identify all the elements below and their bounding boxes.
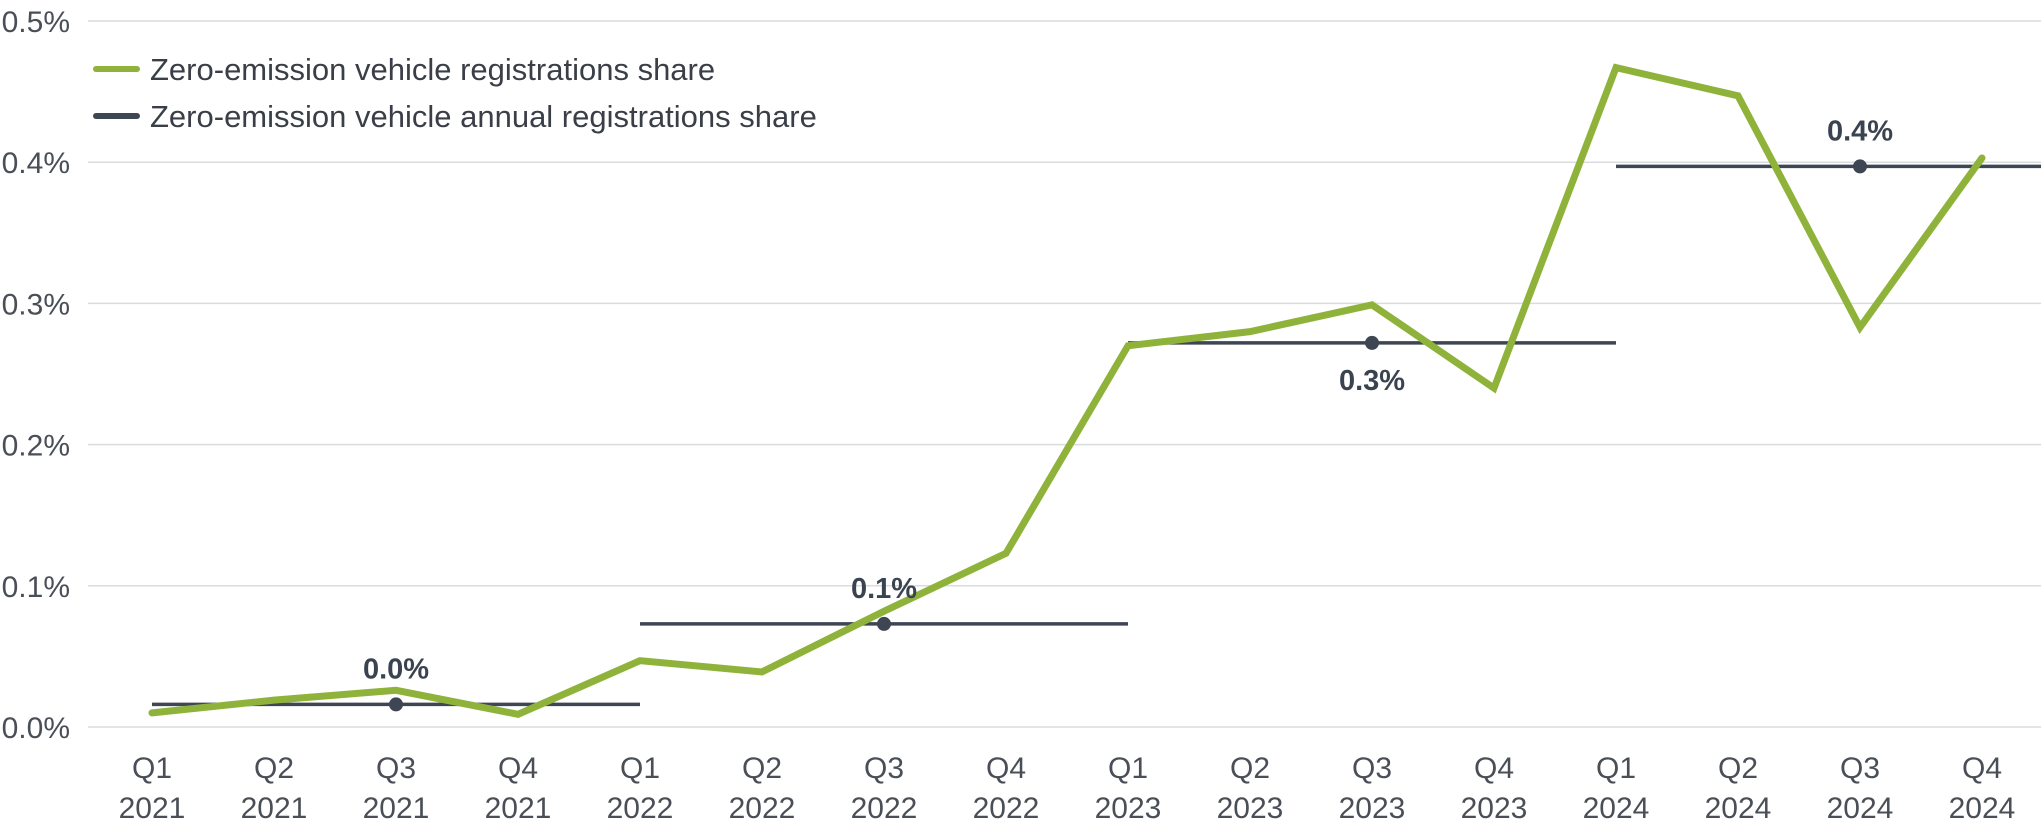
x-tick-label-year: 2023 (1339, 792, 1406, 825)
x-tick-label-year: 2024 (1705, 792, 1772, 825)
x-tick-label-year: 2021 (241, 792, 308, 825)
x-tick-label-year: 2023 (1461, 792, 1528, 825)
x-tick-label-quarter: Q2 (1230, 752, 1270, 785)
legend-label-annual: Zero-emission vehicle annual registratio… (150, 99, 817, 134)
y-tick-label: 0.2% (2, 430, 70, 463)
data-point (517, 713, 519, 715)
data-point (1981, 157, 1983, 159)
x-tick-label-quarter: Q1 (1596, 752, 1636, 785)
annual-value-label-2023: 0.3% (1339, 365, 1405, 397)
y-tick-label: 0.4% (2, 147, 70, 180)
data-point (1371, 304, 1373, 306)
annual-marker-2022 (877, 616, 891, 631)
data-point (1249, 331, 1251, 333)
annual-value-label-2021: 0.0% (363, 653, 429, 685)
x-tick-label-quarter: Q3 (1352, 752, 1392, 785)
data-point (1005, 552, 1007, 554)
y-axis-tick-labels: 0.0% 0.1% 0.2% 0.3% 0.4% 0.5% (2, 6, 70, 745)
x-tick-label-year: 2024 (1949, 792, 2016, 825)
x-tick-label-quarter: Q1 (1108, 752, 1148, 785)
x-tick-label-year: 2024 (1827, 792, 1894, 825)
data-point (639, 660, 641, 662)
x-tick-label-quarter: Q3 (376, 752, 416, 785)
annual-value-label-2022: 0.1% (851, 573, 917, 605)
x-tick-label-year: 2021 (363, 792, 430, 825)
annual-value-labels: 0.0% 0.1% 0.3% 0.4% (363, 115, 1893, 685)
data-point (761, 671, 763, 673)
y-tick-label: 0.3% (2, 288, 70, 321)
x-tick-label-quarter: Q4 (498, 752, 538, 785)
data-point (1493, 387, 1495, 389)
x-tick-label-quarter: Q3 (1840, 752, 1880, 785)
annual-marker-2024 (1853, 159, 1867, 174)
x-tick-label-year: 2022 (973, 792, 1040, 825)
x-tick-label-quarter: Q1 (620, 752, 660, 785)
annual-share-series (152, 159, 2041, 712)
x-tick-label-quarter: Q2 (254, 752, 294, 785)
series-line-0 (148, 63, 1986, 718)
data-point (1127, 345, 1129, 347)
data-point (151, 712, 153, 714)
grid-lines (88, 20, 2041, 728)
x-tick-label-quarter: Q3 (864, 752, 904, 785)
x-tick-label-quarter: Q2 (742, 752, 782, 785)
x-tick-label-year: 2021 (119, 792, 186, 825)
x-tick-label-year: 2023 (1217, 792, 1284, 825)
data-point (1615, 67, 1617, 69)
y-tick-label: 0.1% (2, 571, 70, 604)
x-tick-label-year: 2024 (1583, 792, 1650, 825)
x-tick-label-quarter: Q4 (1474, 752, 1514, 785)
legend-label-quarterly: Zero-emission vehicle registrations shar… (150, 52, 715, 87)
x-tick-label-year: 2022 (729, 792, 796, 825)
legend: Zero-emission vehicle registrations shar… (93, 52, 817, 134)
annual-value-label-2024: 0.4% (1827, 115, 1893, 147)
x-tick-label-quarter: Q1 (132, 752, 172, 785)
x-tick-label-quarter: Q4 (986, 752, 1026, 785)
quarterly-share-series (148, 63, 1986, 718)
y-tick-label: 0.5% (2, 6, 70, 39)
x-axis-tick-labels: Q1 2021 Q2 2021 Q3 2021 Q4 2021 Q1 2022 Q2 2022 Q3 20… (119, 752, 2016, 825)
data-point (1859, 326, 1861, 328)
y-tick-label: 0.0% (2, 712, 70, 745)
annual-marker-2021 (389, 697, 403, 712)
data-point (883, 610, 885, 612)
x-tick-label-year: 2022 (607, 792, 674, 825)
x-tick-label-year: 2021 (485, 792, 552, 825)
x-tick-label-quarter: Q4 (1962, 752, 2002, 785)
x-tick-label-year: 2022 (851, 792, 918, 825)
x-tick-label-quarter: Q2 (1718, 752, 1758, 785)
data-point (395, 689, 397, 691)
data-point (1737, 95, 1739, 97)
annual-marker-2023 (1365, 335, 1379, 350)
x-tick-label-year: 2023 (1095, 792, 1162, 825)
data-point (273, 699, 275, 701)
